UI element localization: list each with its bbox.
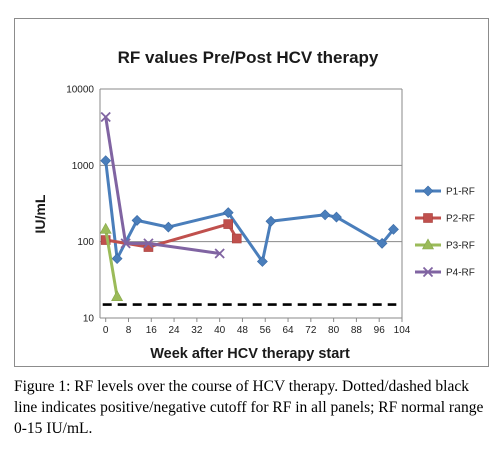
legend-item-p3-rf: P3-RF — [415, 238, 475, 252]
rf-chart: RF values Pre/Post HCV therapy IU/mL Wee… — [32, 48, 475, 362]
data-point — [423, 213, 433, 223]
data-point — [388, 223, 399, 235]
legend: P1-RF P2-RF P3-RF P4-RF — [415, 185, 475, 279]
x-tick-label: 88 — [351, 325, 363, 336]
x-tick-label: 72 — [305, 325, 317, 336]
legend-label: P3-RF — [446, 241, 475, 252]
data-point — [222, 207, 234, 219]
data-point — [131, 214, 143, 226]
x-tick-labels: 0 8 16 24 32 40 48 56 64 72 80 88 96 104 — [103, 325, 411, 336]
series-p3-rf — [99, 222, 124, 302]
y-axis-label: IU/mL — [32, 194, 48, 233]
figure-caption: Figure 1: RF levels over the course of H… — [14, 376, 492, 439]
series-p4-rf — [100, 111, 225, 259]
x-tick-label: 8 — [126, 325, 132, 336]
data-point — [422, 185, 434, 197]
data-point — [231, 233, 242, 244]
legend-item-p2-rf: P2-RF — [415, 213, 475, 225]
x-tick-label: 64 — [282, 325, 294, 336]
data-point — [214, 248, 225, 259]
data-point — [143, 238, 154, 249]
x-tick-label: 48 — [237, 325, 249, 336]
data-point — [331, 211, 342, 223]
data-point — [265, 215, 277, 227]
data-point — [223, 219, 234, 229]
data-point — [99, 222, 112, 234]
x-tick-label: 96 — [374, 325, 386, 336]
y-tick-label: 10 — [83, 314, 95, 325]
legend-item-p1-rf: P1-RF — [415, 185, 475, 198]
y-tick-labels: 10 100 1000 10000 — [66, 85, 94, 325]
data-point — [162, 221, 174, 233]
data-point — [120, 238, 131, 249]
chart-title: RF values Pre/Post HCV therapy — [118, 48, 379, 67]
data-point — [319, 209, 331, 221]
x-tick-label: 80 — [328, 325, 340, 336]
data-point — [421, 238, 435, 250]
x-tick-label: 0 — [103, 325, 109, 336]
x-tick-label: 32 — [191, 325, 203, 336]
x-tick-label: 56 — [260, 325, 272, 336]
series-p1-rf — [100, 155, 399, 267]
x-tick-label: 40 — [214, 325, 226, 336]
series-lines — [99, 111, 399, 302]
series-line — [104, 227, 119, 299]
data-point — [100, 155, 112, 167]
x-tick-label: 16 — [146, 325, 158, 336]
x-tick-label: 24 — [169, 325, 181, 336]
caption-label: Figure 1: — [14, 378, 71, 395]
y-tick-label: 100 — [77, 237, 94, 248]
y-tick-label: 10000 — [66, 85, 94, 96]
data-point — [376, 237, 388, 249]
data-point — [111, 290, 124, 302]
legend-label: P2-RF — [446, 214, 475, 225]
data-point — [256, 256, 268, 267]
legend-item-p4-rf: P4-RF — [415, 266, 475, 279]
grid-lines — [100, 88, 402, 243]
x-tick-label: 104 — [394, 325, 411, 336]
y-tick-label: 1000 — [72, 161, 95, 172]
data-point — [100, 111, 111, 123]
legend-label: P1-RF — [446, 187, 475, 198]
caption-text: RF levels over the course of HCV therapy… — [14, 378, 484, 437]
data-point — [422, 266, 434, 278]
data-point — [111, 253, 123, 265]
x-axis-label: Week after HCV therapy start — [150, 346, 350, 362]
legend-label: P4-RF — [446, 268, 475, 279]
series-line — [104, 115, 222, 255]
axes — [99, 88, 403, 322]
chart-frame: RF values Pre/Post HCV therapy IU/mL Wee… — [14, 18, 489, 367]
